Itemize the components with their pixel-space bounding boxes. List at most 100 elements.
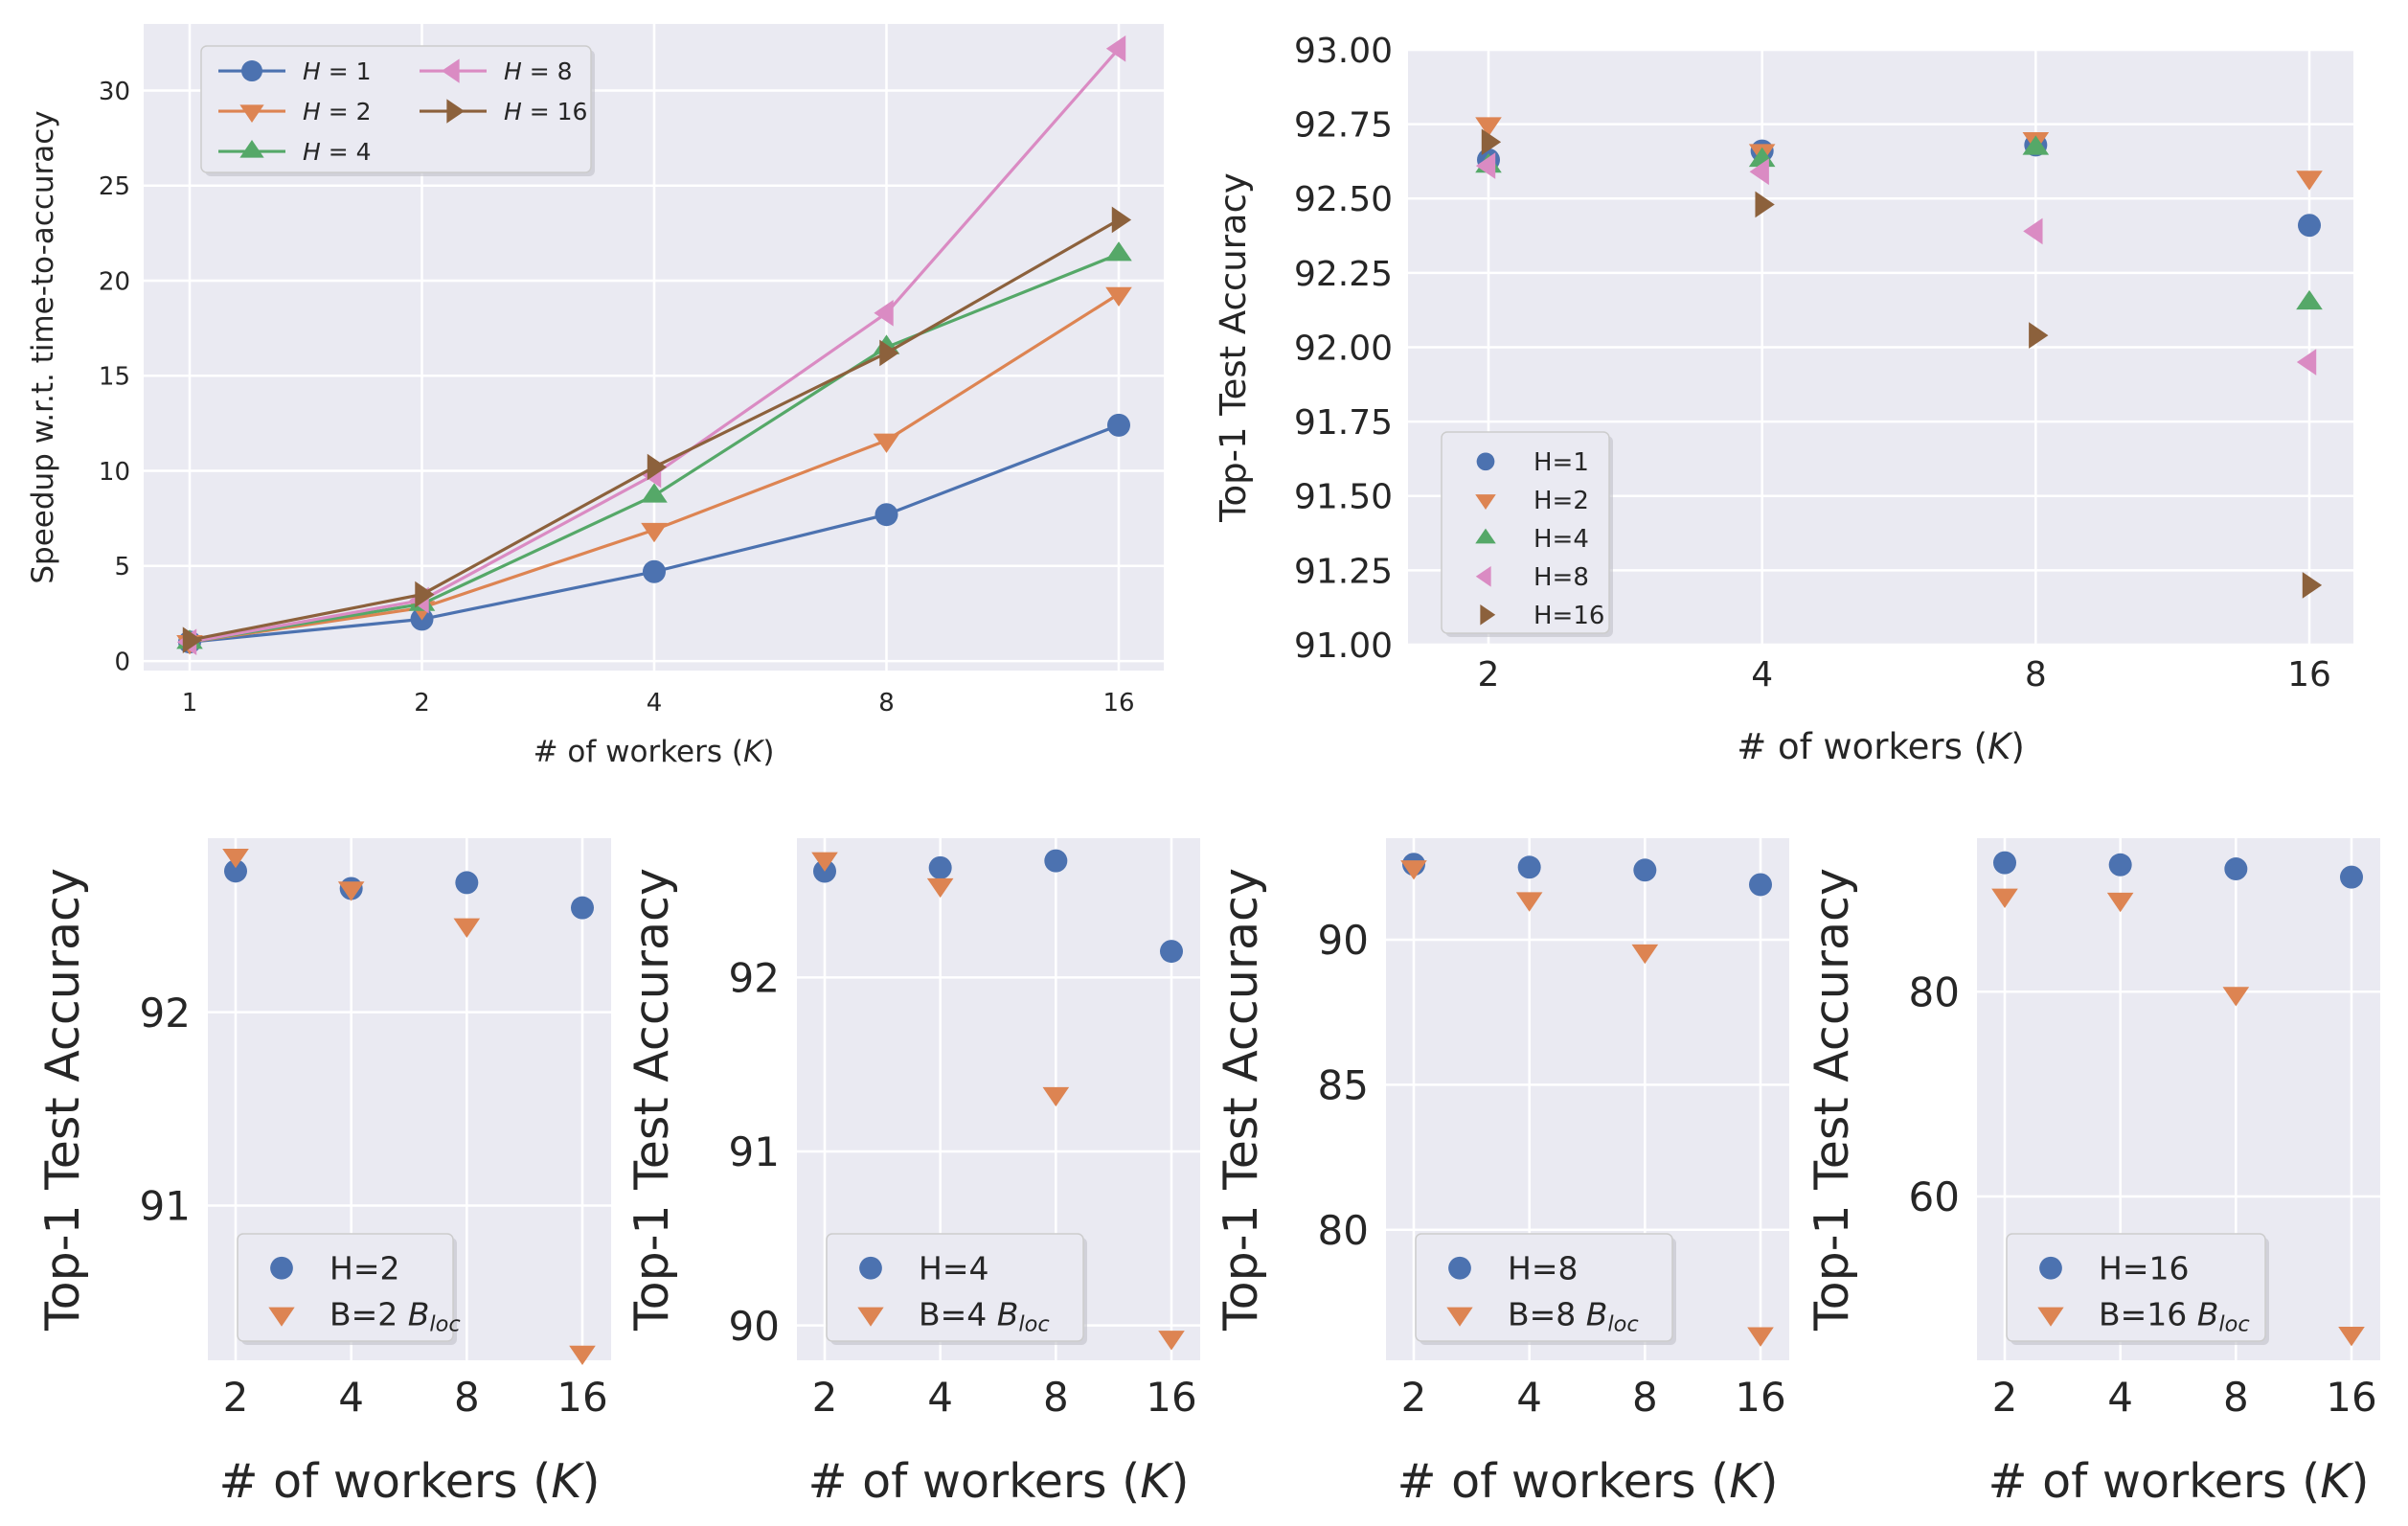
legend-label: H=8	[1508, 1250, 1578, 1287]
legend-box	[826, 1233, 1084, 1342]
data-point	[2338, 1327, 2365, 1347]
y-tick-label: 91	[140, 1183, 191, 1230]
y-axis-label: Top-1 Test Accuracy	[1805, 868, 1859, 1332]
legend-box	[2006, 1233, 2266, 1342]
x-axis-label: # of workers (K)	[807, 1454, 1189, 1509]
data-point	[2222, 987, 2250, 1007]
data-point	[811, 852, 838, 872]
data-point	[926, 877, 954, 899]
y-tick-label: 90	[1318, 917, 1369, 964]
legend-box	[237, 1233, 454, 1342]
data-point	[2298, 214, 2321, 238]
data-point	[647, 453, 668, 481]
data-point	[1105, 241, 1132, 262]
x-tick-label: 2	[414, 689, 430, 717]
x-axis-label: # of workers (K)	[534, 735, 775, 769]
data-point	[453, 918, 481, 938]
x-tick-label: 4	[927, 1374, 953, 1421]
data-point	[1107, 413, 1130, 437]
y-tick-label: 92.50	[1294, 180, 1393, 219]
x-axis-label: # of workers (K)	[1988, 1454, 2369, 1509]
legend-marker	[446, 99, 466, 124]
data-point	[1042, 1086, 1070, 1107]
x-tick-label: 8	[2025, 655, 2047, 695]
series-h-16	[182, 206, 1132, 654]
legend-marker	[2039, 1256, 2062, 1280]
legend-marker	[1475, 494, 1496, 511]
legend-label: H = 1	[303, 57, 372, 85]
y-tick-labels: 90 91 92	[729, 954, 780, 1349]
legend-marker	[441, 58, 460, 83]
x-tick-label: 16	[2287, 655, 2331, 695]
y-tick-label: 10	[99, 458, 130, 487]
data-point	[1481, 128, 1502, 156]
data-point	[874, 299, 894, 327]
data-point	[641, 522, 668, 543]
legend-marker	[2037, 1307, 2064, 1327]
data-point	[1158, 1331, 1185, 1351]
legend-marker	[239, 104, 264, 124]
legend-marker	[241, 60, 262, 82]
y-axis-label: Top-1 Test Accuracy	[35, 868, 90, 1332]
data-point	[2296, 349, 2317, 376]
data-point	[1755, 191, 1775, 218]
legend-label: H=1	[1533, 448, 1589, 477]
y-tick-label: 60	[1909, 1173, 1960, 1220]
y-axis-label: Top-1 Test Accuracy	[1214, 868, 1268, 1332]
y-tick-labels: 91 92	[140, 990, 191, 1230]
x-tick-labels: 2 4 8 16	[223, 1374, 608, 1421]
legend-label: B=8 Bloc	[1508, 1296, 1639, 1337]
legend-label: B=4 Bloc	[919, 1296, 1050, 1337]
y-tick-label: 20	[99, 267, 130, 296]
x-tick-labels: 2 4 8 16	[1992, 1374, 2377, 1421]
series-h-16	[1993, 851, 2363, 889]
data-point	[873, 433, 900, 453]
y-tick-label: 80	[1318, 1207, 1369, 1254]
x-tick-labels: 1 2 4 8 16	[182, 689, 1135, 717]
legend-item: H=8	[1475, 563, 1589, 592]
data-point	[1475, 152, 1496, 179]
data-point	[182, 626, 203, 654]
y-tick-label: 91.00	[1294, 626, 1393, 666]
legend-item: H=2	[1475, 487, 1589, 515]
legend-item: H = 4	[218, 138, 372, 166]
x-tick-label: 8	[1632, 1374, 1658, 1421]
y-tick-labels: 91.00 91.25 91.50 91.75 92.00 92.25 92.50 92.75…	[1294, 32, 1393, 666]
y-axis-label: Top-1 Test Accuracy	[1213, 172, 1254, 523]
data-point	[2022, 135, 2050, 155]
x-tick-label: 4	[2107, 1374, 2133, 1421]
legend-marker	[1475, 566, 1491, 587]
chart-accuracy-h4: 2 4 8 16 90 91 92 # of workers (K) Top-1 Test Ac…	[625, 838, 1200, 1509]
legend-item: B=16 Bloc	[2037, 1296, 2250, 1337]
x-tick-label: 4	[647, 689, 663, 717]
data-point	[1749, 158, 1769, 186]
y-tick-label: 15	[99, 363, 130, 392]
legend-item: H=1	[1476, 448, 1589, 477]
x-tick-label: 2	[1401, 1374, 1427, 1421]
y-tick-label: 92	[140, 990, 191, 1036]
legend-label: B=2 Bloc	[329, 1296, 461, 1337]
x-tick-label: 1	[182, 689, 198, 717]
y-tick-label: 92.25	[1294, 255, 1393, 294]
legend-marker	[857, 1307, 884, 1327]
legend-marker	[1448, 1256, 1471, 1280]
y-tick-label: 30	[99, 78, 130, 106]
legend-label: H = 16	[504, 98, 587, 125]
data-point	[415, 581, 435, 608]
y-tick-label: 80	[1909, 968, 1960, 1015]
series-h-8	[1475, 152, 2317, 376]
y-tick-label: 0	[114, 648, 130, 676]
x-axis-label: # of workers (K)	[1397, 1454, 1778, 1509]
data-point	[1749, 873, 1772, 897]
legend-label: H=2	[1533, 487, 1589, 515]
data-point	[2296, 171, 2323, 191]
x-tick-labels: 2 4 8 16	[812, 1374, 1197, 1421]
data-point	[1044, 849, 1068, 873]
legend-label: H = 2	[303, 98, 372, 125]
chart-accuracy-h16: 2 4 8 16 60 80 # of workers (K) Top-1 Test Accu…	[1805, 838, 2380, 1509]
data-point	[2302, 572, 2323, 599]
data-point	[337, 881, 365, 901]
y-tick-label: 5	[114, 553, 130, 581]
y-tick-label: 93.00	[1294, 32, 1393, 71]
data-point	[455, 871, 479, 895]
